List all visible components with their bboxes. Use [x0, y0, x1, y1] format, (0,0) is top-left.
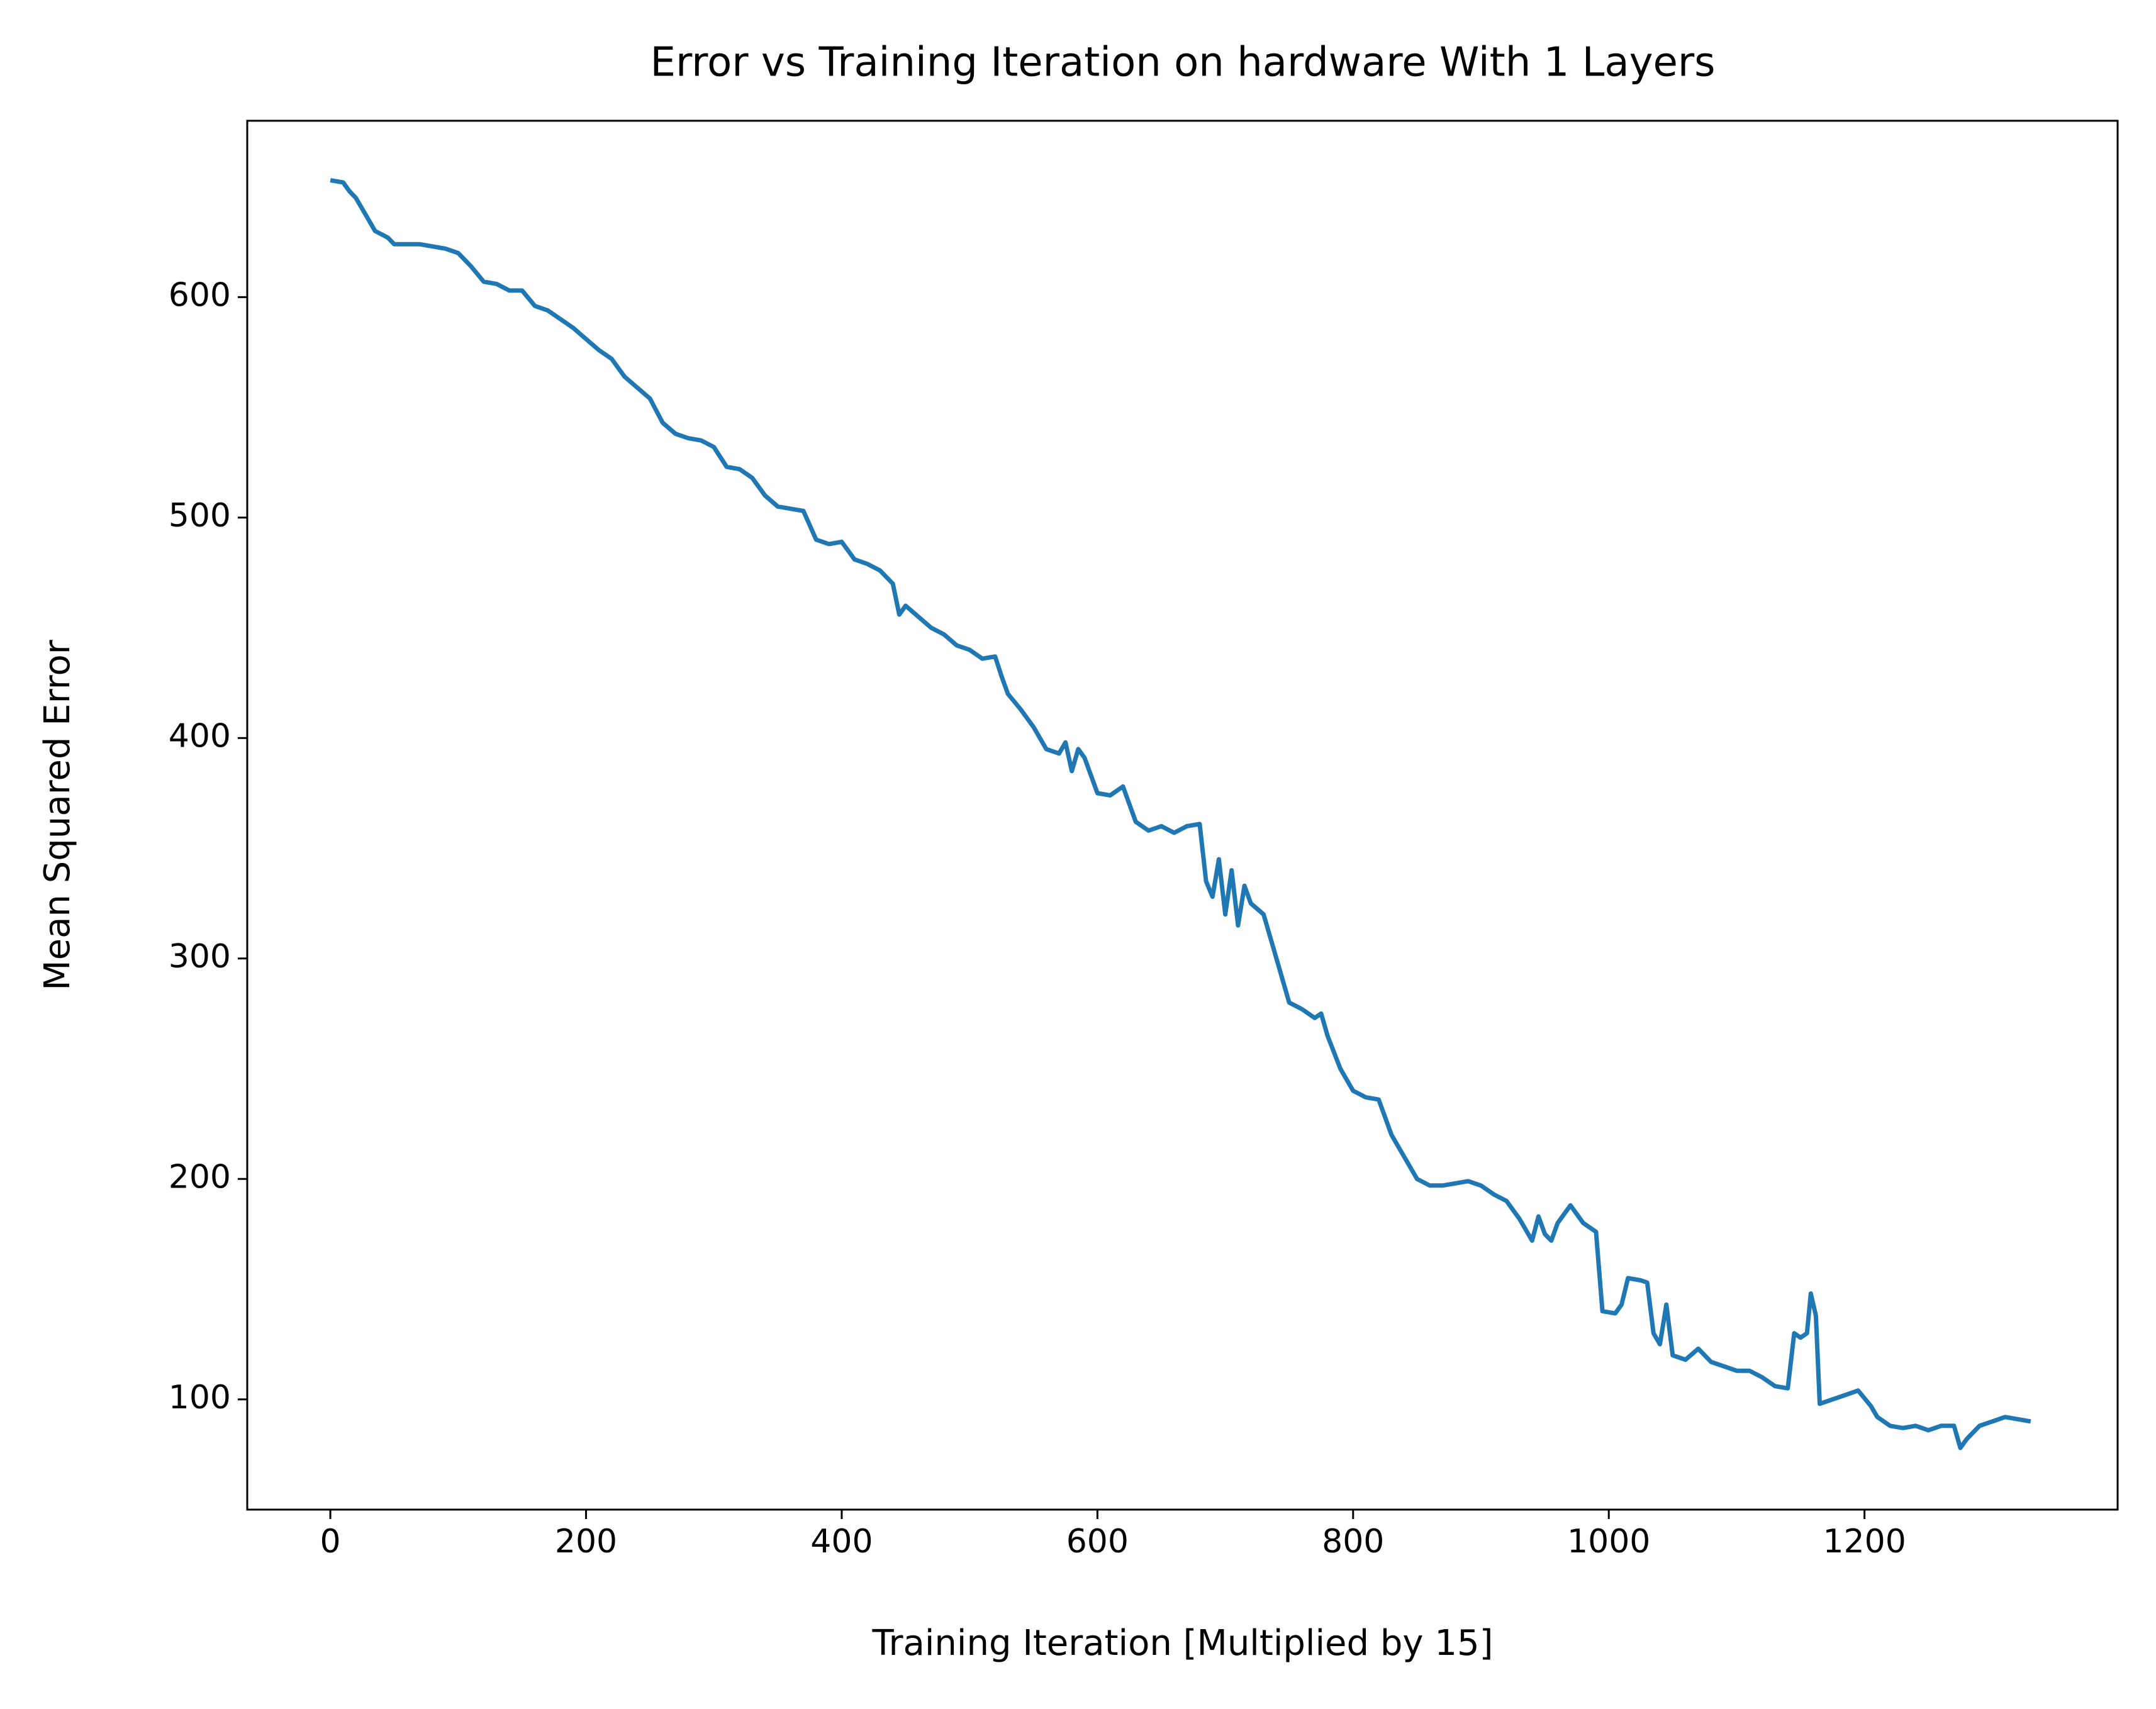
- x-tick-label: 0: [320, 1523, 341, 1561]
- y-tick-label: 200: [169, 1158, 231, 1196]
- x-axis-label: Training Iteration [Multiplied by 15]: [872, 1623, 1494, 1664]
- plot-frame: [246, 120, 2119, 1511]
- y-tick-label: 600: [169, 276, 231, 314]
- y-tick-label: 400: [169, 717, 231, 755]
- chart-title: Error vs Training Iteration on hardware …: [651, 40, 1716, 86]
- y-axis-label: Mean Squared Error: [37, 639, 78, 990]
- x-tick-label: 800: [1322, 1523, 1384, 1561]
- x-tick-label: 600: [1066, 1523, 1129, 1561]
- x-tick-label: 400: [810, 1523, 873, 1561]
- x-tick-label: 1200: [1823, 1523, 1906, 1561]
- line-series: [330, 178, 2031, 1450]
- y-tick-label: 100: [169, 1379, 231, 1417]
- x-tick-label: 200: [555, 1523, 617, 1561]
- y-tick-label: 300: [169, 938, 231, 976]
- y-tick-label: 500: [169, 497, 231, 535]
- x-tick-label: 1000: [1567, 1523, 1650, 1561]
